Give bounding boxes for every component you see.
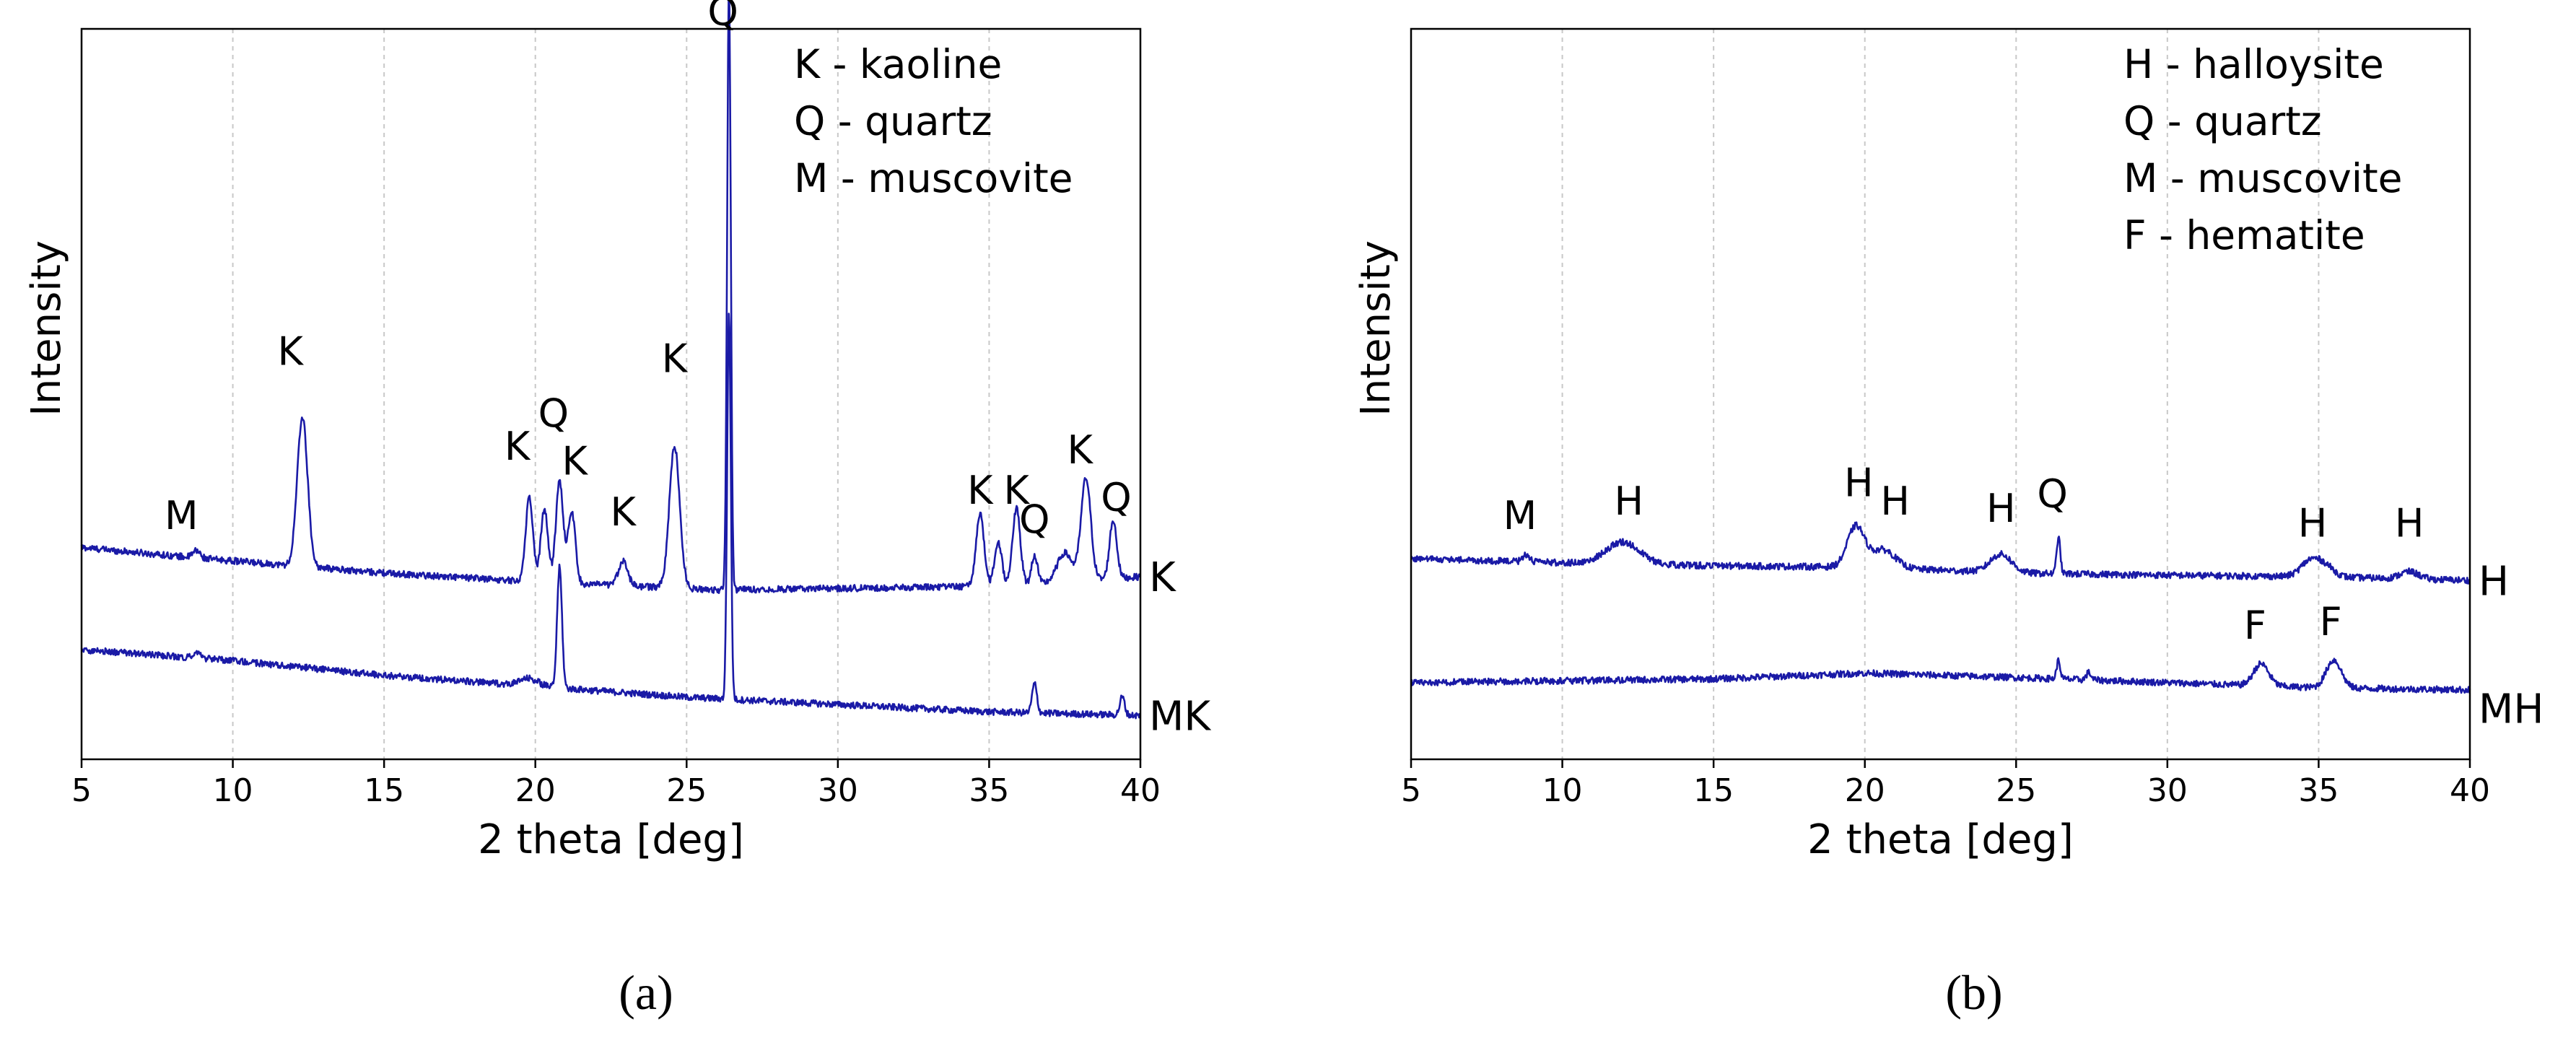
x-tick-label: 15 <box>364 772 404 809</box>
legend-entry: Q - quartz <box>794 98 992 144</box>
peak-label: H <box>1614 479 1643 524</box>
x-tick-label: 20 <box>515 772 556 809</box>
plot-frame <box>80 27 1142 761</box>
panel-caption: (b) <box>1945 965 2002 1020</box>
legend-entry: H - halloysite <box>2123 41 2384 87</box>
peak-label: M <box>1503 493 1537 538</box>
x-tick-label: 20 <box>1845 772 1885 809</box>
legend-entry: K - kaoline <box>794 41 1002 87</box>
chart-panel-a: 5 10 15 20 25 30 35 40 2 theta [deg] Intensity K -… <box>23 0 1211 1020</box>
series-line-mk <box>80 313 1141 720</box>
series-line-mh <box>1410 657 2471 694</box>
x-tick-label: 5 <box>71 772 92 809</box>
peak-label: H <box>2298 500 2328 546</box>
x-tick-label: 25 <box>666 772 707 809</box>
legend-entry: M - muscovite <box>794 155 1073 201</box>
series-end-label: MH <box>2479 686 2544 733</box>
peak-label: H <box>1844 460 1874 506</box>
series-line-h <box>1410 521 2471 585</box>
x-tick-label: 10 <box>213 772 253 809</box>
peak-label: Q <box>538 391 569 437</box>
x-tick-label: 25 <box>1996 772 2036 809</box>
y-axis-label: Intensity <box>23 240 70 416</box>
peak-label: F <box>2244 603 2266 648</box>
x-tick-label: 30 <box>818 772 858 809</box>
peak-label: K <box>505 424 531 469</box>
peak-label: Q <box>2037 471 2068 517</box>
series-end-label: H <box>2479 558 2509 605</box>
x-tick-label: 35 <box>969 772 1009 809</box>
peak-label: K <box>277 329 304 375</box>
peak-label: Q <box>707 0 738 35</box>
x-axis-label: 2 theta [deg] <box>478 816 744 863</box>
peak-label: M <box>165 493 198 538</box>
x-tick-label: 35 <box>2298 772 2339 809</box>
x-tick-label: 10 <box>1542 772 1583 809</box>
legend-entry: F - hematite <box>2123 212 2365 258</box>
x-tick-label: 40 <box>2450 772 2490 809</box>
peak-label: H <box>2395 500 2424 546</box>
x-tick-label: 40 <box>1120 772 1161 809</box>
peak-label: K <box>611 489 637 535</box>
series-end-label: MK <box>1149 694 1211 741</box>
chart-panel-b: 5 10 15 20 25 30 35 40 2 theta [deg] Intensity H -… <box>1353 27 2544 1020</box>
peak-label: Q <box>1101 475 1132 520</box>
peak-label: K <box>967 468 994 513</box>
peak-label: H <box>1986 486 2016 531</box>
legend-entry: Q - quartz <box>2123 98 2322 144</box>
peak-label: K <box>1067 427 1093 473</box>
series-line-k <box>80 0 1142 594</box>
x-tick-label: 15 <box>1693 772 1734 809</box>
series-end-label: K <box>1149 554 1176 601</box>
peak-label: H <box>1880 479 1910 524</box>
peak-label: K <box>1003 468 1030 513</box>
peak-label: F <box>2320 599 2342 645</box>
y-axis-label: Intensity <box>1353 240 1400 416</box>
peak-label: Q <box>1019 497 1050 542</box>
legend-entry: M - muscovite <box>2123 155 2402 201</box>
peak-label: K <box>562 438 588 484</box>
x-axis-label: 2 theta [deg] <box>1807 816 2074 863</box>
panel-caption: (a) <box>619 965 673 1020</box>
plot-frame <box>1410 27 2471 761</box>
peak-label: K <box>662 336 689 382</box>
x-tick-label: 5 <box>1401 772 1421 809</box>
x-tick-label: 30 <box>2147 772 2188 809</box>
